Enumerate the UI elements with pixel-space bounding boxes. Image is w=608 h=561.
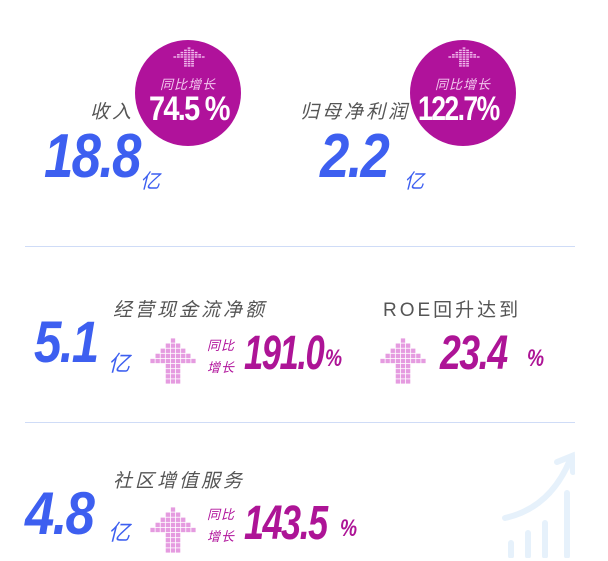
- revenue-unit: 亿: [140, 171, 160, 193]
- community-unit: 亿: [108, 520, 131, 545]
- percent-sign: %: [340, 515, 357, 542]
- divider: [25, 422, 575, 423]
- net-profit-unit: 亿: [404, 171, 424, 193]
- arrow-up-icon: [173, 47, 205, 67]
- growth-chart-icon: [502, 451, 575, 558]
- roe-value: 23.4: [440, 327, 508, 380]
- arrow-up-icon: [448, 47, 480, 67]
- net-profit-growth: 122.7%: [418, 90, 500, 128]
- net-profit-label: 归母净利润: [300, 102, 411, 123]
- community-label: 社区增值服务: [113, 471, 246, 492]
- revenue-value: 18.8: [44, 122, 141, 191]
- growth-label: 同比增长: [434, 77, 491, 92]
- cash-flow-unit: 亿: [108, 351, 131, 376]
- arrow-up-icon: [380, 338, 426, 384]
- net-profit-growth-badge: 同比增长 122.7%: [410, 40, 516, 146]
- arrow-up-icon: [150, 507, 196, 553]
- growth-label: 同比增长: [207, 338, 235, 376]
- growth-label-line2: 增长: [207, 360, 236, 375]
- revenue-growth: 74.5 %: [149, 90, 230, 128]
- divider: [25, 246, 575, 247]
- growth-label-line2: 增长: [207, 529, 236, 544]
- growth-label: 同比增长: [207, 507, 235, 545]
- revenue-growth-badge: 同比增长 74.5 %: [135, 40, 241, 146]
- percent-sign: %: [527, 345, 544, 372]
- percent-sign: %: [325, 345, 342, 372]
- growth-label-line1: 同比: [207, 507, 236, 522]
- roe-label: ROE回升达到: [383, 300, 522, 321]
- cash-flow-label: 经营现金流净额: [113, 300, 268, 321]
- revenue-label: 收入: [90, 102, 135, 123]
- growth-label: 同比增长: [159, 77, 216, 92]
- community-growth: 143.5: [244, 497, 328, 550]
- arrow-up-icon: [150, 338, 196, 384]
- community-value: 4.8: [25, 480, 95, 547]
- growth-label-line1: 同比: [207, 338, 236, 353]
- cash-flow-value: 5.1: [34, 310, 99, 375]
- cash-flow-growth: 191.0: [244, 327, 325, 380]
- net-profit-value: 2.2: [320, 122, 390, 191]
